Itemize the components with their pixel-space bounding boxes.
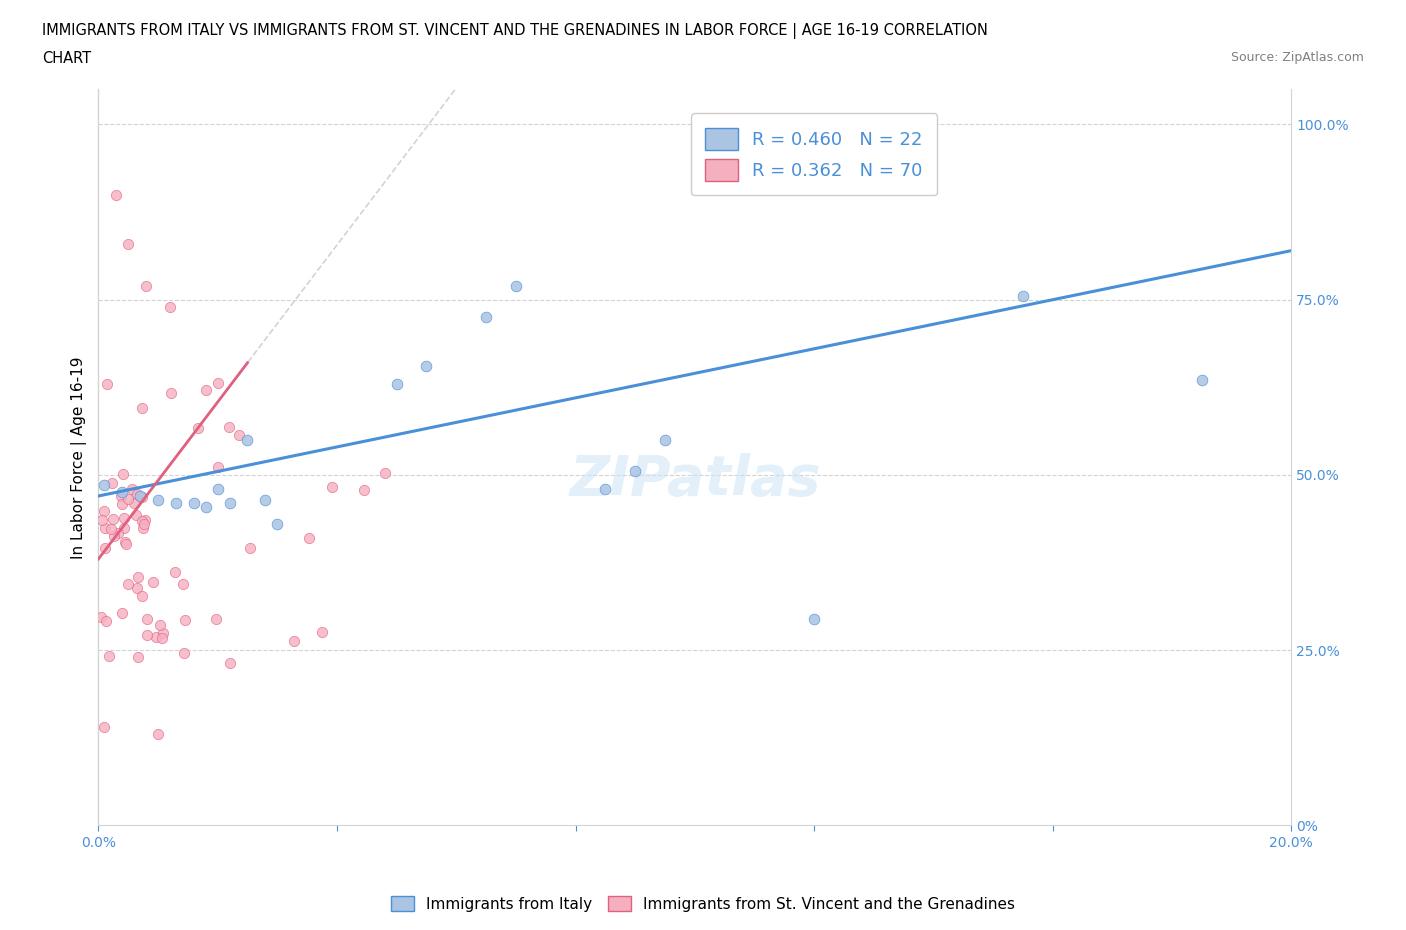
Point	[183, 496, 205, 511]
Point	[239, 540, 262, 555]
Point	[194, 499, 217, 514]
Point	[107, 525, 129, 540]
Point	[1191, 373, 1213, 388]
Point	[91, 513, 114, 528]
Point	[595, 482, 617, 497]
Legend: Immigrants from Italy, Immigrants from St. Vincent and the Grenadines: Immigrants from Italy, Immigrants from S…	[385, 889, 1021, 918]
Point	[125, 508, 148, 523]
Point	[236, 432, 259, 447]
Point	[127, 569, 149, 584]
Point	[195, 382, 218, 397]
Point	[298, 531, 321, 546]
Point	[505, 278, 527, 293]
Point	[103, 528, 125, 543]
Point	[283, 633, 305, 648]
Point	[385, 377, 408, 392]
Point	[172, 577, 194, 591]
Point	[105, 187, 128, 202]
Point	[132, 517, 155, 532]
Point	[152, 625, 174, 640]
Point	[93, 520, 115, 535]
Point	[111, 485, 134, 500]
Point	[145, 630, 167, 644]
Point	[228, 428, 250, 443]
Point	[266, 516, 288, 531]
Point	[110, 488, 132, 503]
Point	[254, 492, 277, 507]
Point	[103, 512, 125, 526]
Point	[100, 522, 122, 537]
Point	[207, 376, 229, 391]
Point	[114, 535, 136, 550]
Point	[353, 483, 375, 498]
Point	[112, 511, 135, 525]
Point	[127, 649, 149, 664]
Point	[149, 618, 172, 632]
Point	[122, 496, 145, 511]
Point	[111, 467, 134, 482]
Point	[93, 503, 115, 518]
Point	[218, 419, 240, 434]
Point	[415, 359, 437, 374]
Point	[1012, 288, 1035, 303]
Legend: R = 0.460   N = 22, R = 0.362   N = 70: R = 0.460 N = 22, R = 0.362 N = 70	[690, 113, 938, 195]
Point	[207, 482, 229, 497]
Text: CHART: CHART	[42, 51, 91, 66]
Point	[624, 464, 647, 479]
Point	[131, 588, 153, 603]
Point	[142, 575, 165, 590]
Text: Source: ZipAtlas.com: Source: ZipAtlas.com	[1230, 51, 1364, 64]
Point	[93, 478, 115, 493]
Point	[173, 612, 195, 627]
Point	[374, 466, 396, 481]
Point	[134, 512, 156, 527]
Point	[205, 612, 228, 627]
Point	[207, 459, 229, 474]
Point	[321, 480, 343, 495]
Point	[173, 645, 195, 660]
Point	[311, 625, 333, 640]
Point	[150, 631, 173, 645]
Point	[146, 492, 169, 507]
Point	[90, 609, 112, 624]
Point	[111, 605, 134, 620]
Point	[127, 487, 149, 502]
Point	[98, 648, 121, 663]
Point	[159, 299, 181, 314]
Point	[96, 377, 118, 392]
Point	[803, 611, 825, 626]
Point	[93, 720, 115, 735]
Point	[131, 489, 153, 504]
Point	[115, 537, 138, 551]
Point	[100, 475, 122, 490]
Point	[94, 540, 117, 555]
Point	[135, 612, 157, 627]
Text: ZIPatlas: ZIPatlas	[569, 453, 821, 507]
Point	[117, 577, 139, 591]
Point	[112, 521, 135, 536]
Point	[218, 496, 240, 511]
Text: IMMIGRANTS FROM ITALY VS IMMIGRANTS FROM ST. VINCENT AND THE GRENADINES IN LABOR: IMMIGRANTS FROM ITALY VS IMMIGRANTS FROM…	[42, 23, 988, 39]
Point	[131, 400, 153, 415]
Point	[117, 236, 139, 251]
Point	[135, 628, 157, 643]
Point	[117, 491, 139, 506]
Point	[121, 481, 143, 496]
Point	[127, 580, 149, 595]
Point	[135, 278, 157, 293]
Point	[132, 521, 155, 536]
Point	[146, 727, 169, 742]
Point	[110, 497, 132, 512]
Point	[475, 310, 498, 325]
Point	[219, 656, 242, 671]
Point	[94, 614, 117, 629]
Point	[160, 386, 183, 401]
Point	[163, 565, 186, 579]
Y-axis label: In Labor Force | Age 16-19: In Labor Force | Age 16-19	[72, 356, 87, 559]
Point	[129, 488, 152, 503]
Point	[187, 420, 209, 435]
Point	[165, 496, 187, 511]
Point	[131, 513, 153, 528]
Point	[654, 432, 676, 447]
